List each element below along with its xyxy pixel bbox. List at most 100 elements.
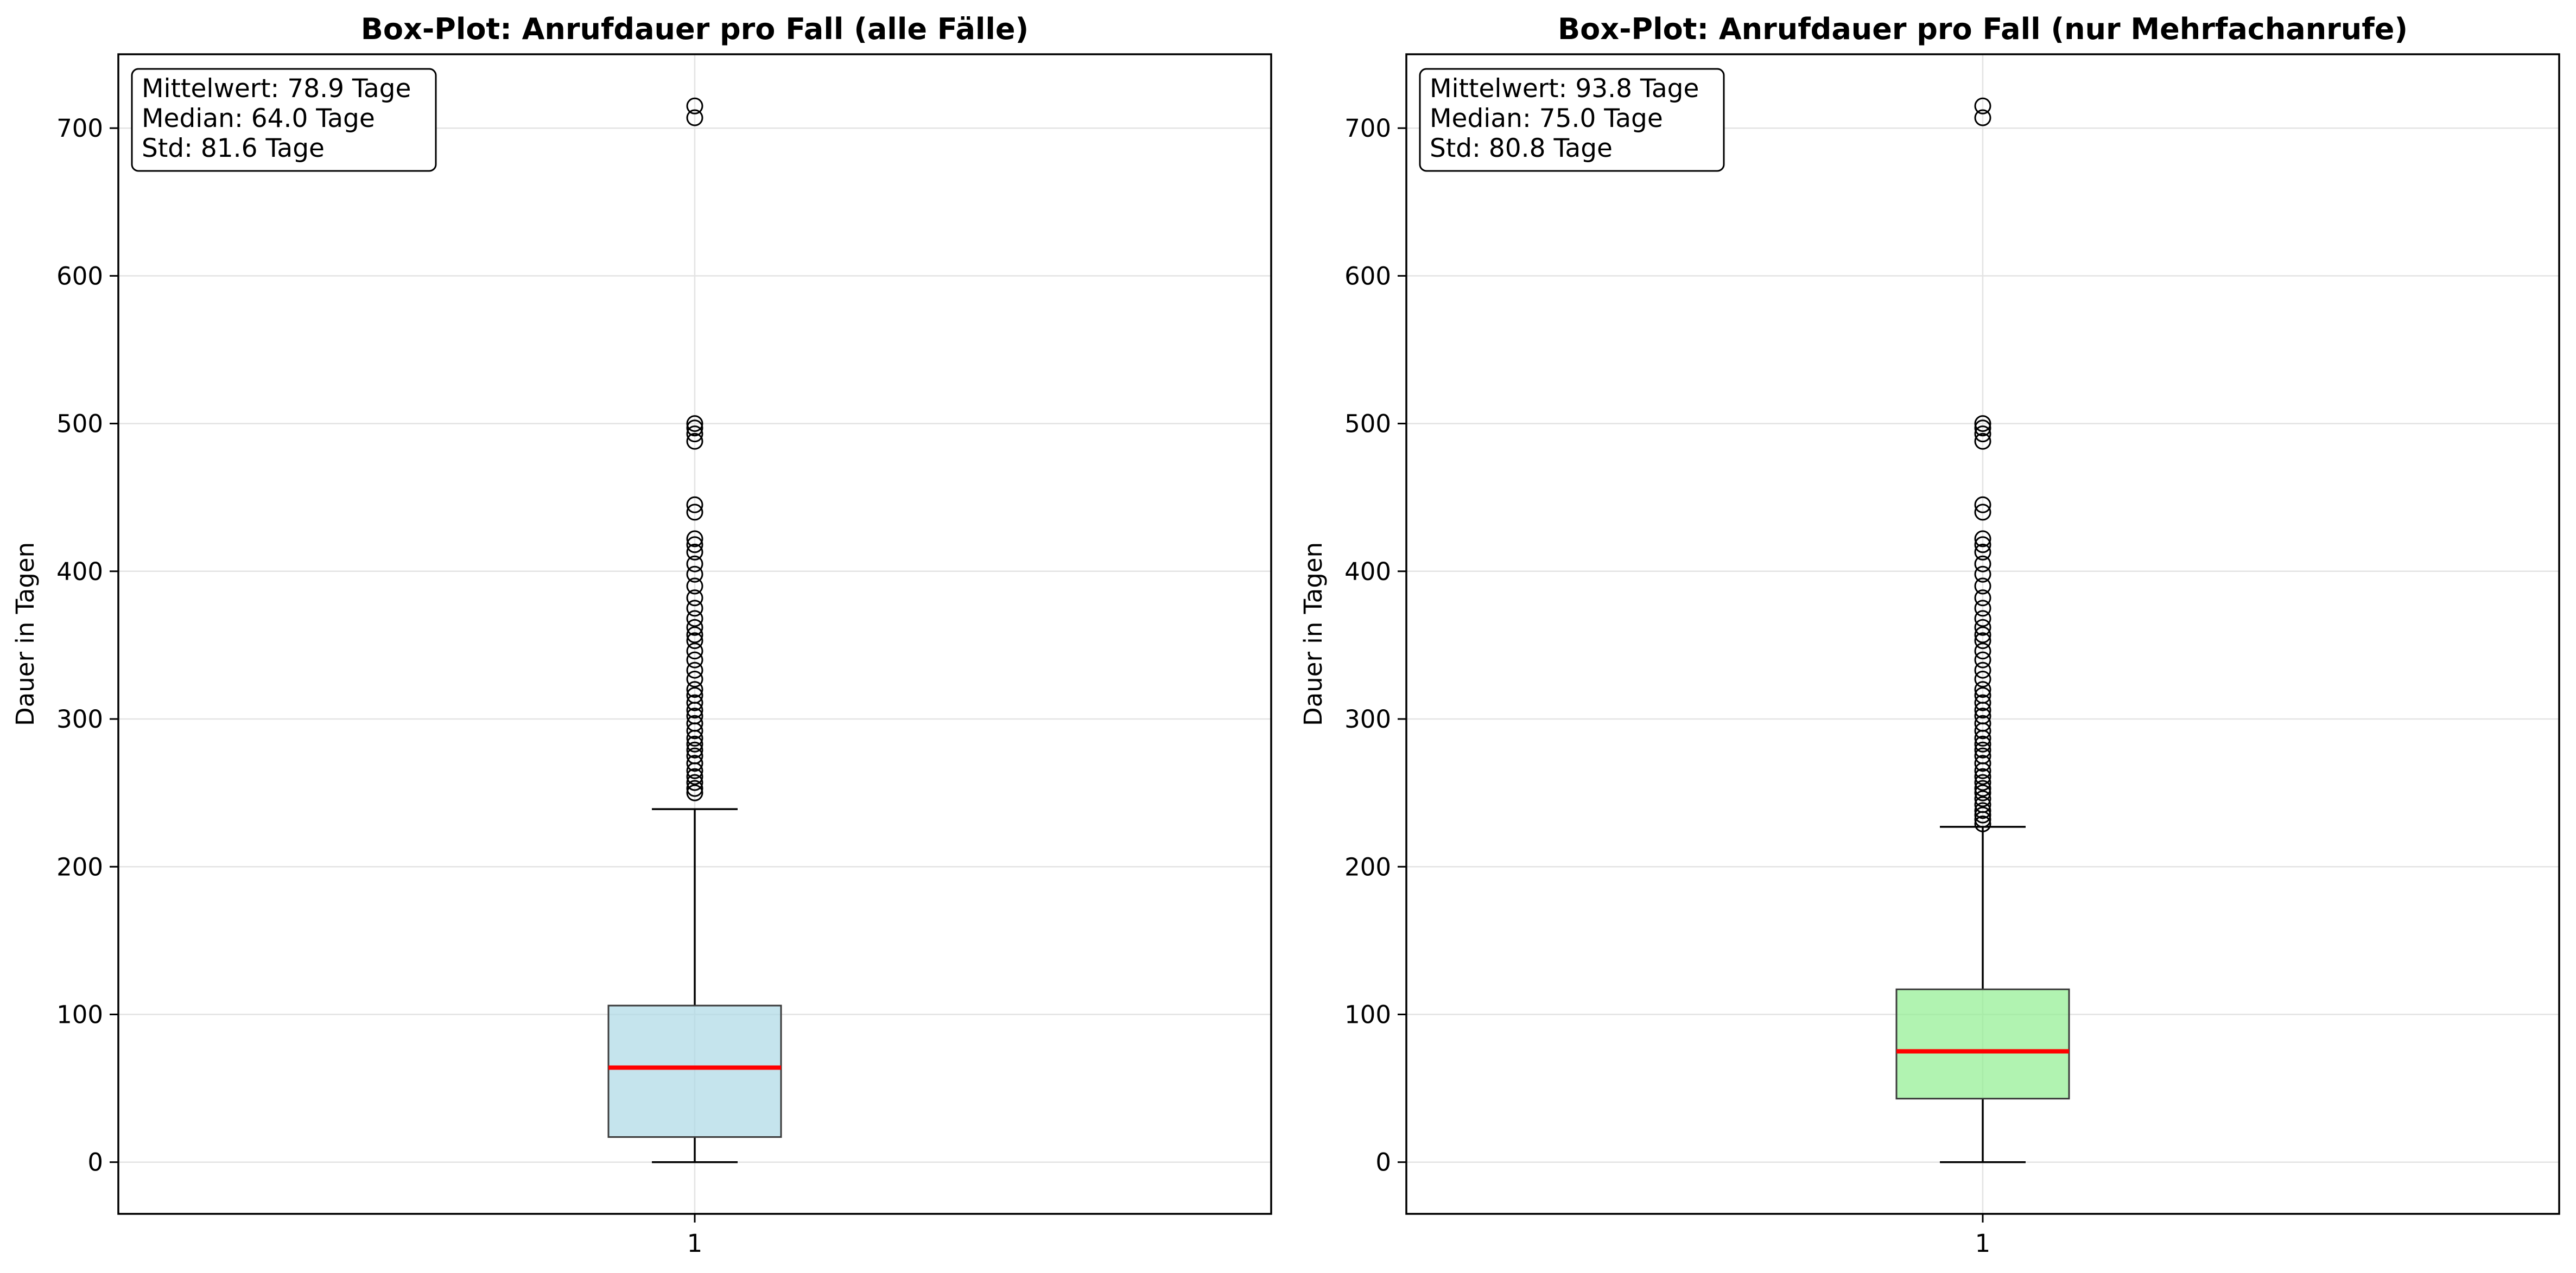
outlier-point xyxy=(1974,419,1991,437)
outlier-point xyxy=(686,496,703,513)
y-tick-label: 600 xyxy=(1344,262,1391,290)
outlier-point xyxy=(686,504,703,521)
outlier-point xyxy=(686,671,703,688)
outlier-point xyxy=(1974,768,1991,785)
outlier-point xyxy=(686,97,703,114)
outlier-point xyxy=(1974,432,1991,450)
outlier-point xyxy=(686,735,703,753)
outlier-point xyxy=(1974,815,1991,832)
outlier-point xyxy=(686,642,703,660)
y-tick-label: 0 xyxy=(1375,1148,1391,1177)
outlier-point xyxy=(1974,780,1991,797)
outlier-point xyxy=(1974,504,1991,521)
outlier-point xyxy=(686,419,703,437)
chart-title: Box-Plot: Anrufdauer pro Fall (alle Fäll… xyxy=(361,12,1029,46)
y-tick-label: 100 xyxy=(56,1000,103,1029)
outlier-point xyxy=(1974,796,1991,813)
y-tick-label: 300 xyxy=(1344,705,1391,734)
outlier-point xyxy=(686,565,703,583)
stats-line: Median: 64.0 Tage xyxy=(142,104,375,133)
outlier-point xyxy=(1974,735,1991,753)
outlier-point xyxy=(1974,626,1991,644)
outlier-point xyxy=(686,768,703,785)
outlier-point xyxy=(686,619,703,636)
outlier-point xyxy=(686,694,703,711)
outlier-point xyxy=(1974,741,1991,759)
stats-line: Mittelwert: 93.8 Tage xyxy=(1430,74,1699,104)
x-tick-label: 1 xyxy=(687,1229,703,1258)
outlier-point xyxy=(686,741,703,759)
chart-title: Box-Plot: Anrufdauer pro Fall (nur Mehrf… xyxy=(1558,12,2408,46)
outlier-point xyxy=(1974,802,1991,819)
chart-panel-2: 0 100 200 300 400 500 600 700 1 Box-Plot: Anrufda… xyxy=(1299,12,2560,1258)
outlier-point xyxy=(686,784,703,801)
outlier-point xyxy=(1974,774,1991,791)
outlier-point xyxy=(686,686,703,704)
y-tick-label: 100 xyxy=(1344,1000,1391,1029)
outlier-point xyxy=(686,425,703,443)
iqr-box xyxy=(607,1004,782,1138)
outlier-point xyxy=(686,661,703,679)
outlier-point xyxy=(1974,109,1991,126)
outlier-point xyxy=(1974,415,1991,432)
outlier-point xyxy=(686,415,703,432)
outlier-point xyxy=(1974,589,1991,607)
outlier-point xyxy=(1974,97,1991,114)
outlier-point xyxy=(686,109,703,126)
outlier-point xyxy=(686,747,703,765)
stats-line: Std: 81.6 Tage xyxy=(142,133,325,163)
outlier-point xyxy=(686,774,703,791)
outlier-point xyxy=(1974,708,1991,725)
outlier-point xyxy=(1974,715,1991,732)
outlier-point xyxy=(1974,806,1991,824)
outlier-point xyxy=(686,589,703,607)
outlier-point xyxy=(686,651,703,669)
outlier-point xyxy=(1974,555,1991,572)
outlier-point xyxy=(1974,784,1991,801)
outlier-point xyxy=(1974,577,1991,595)
y-tick-label: 700 xyxy=(56,114,103,143)
outlier-point xyxy=(686,780,703,797)
stats-box xyxy=(1419,68,1725,172)
y-tick-label: 700 xyxy=(1344,114,1391,143)
outlier-point xyxy=(1974,686,1991,704)
outlier-point xyxy=(1974,610,1991,627)
outlier-point xyxy=(686,555,703,572)
y-tick-label: 600 xyxy=(56,262,103,290)
outlier-point xyxy=(686,610,703,627)
outlier-point xyxy=(686,530,703,548)
stats-line: Mittelwert: 78.9 Tage xyxy=(142,74,411,104)
outlier-point xyxy=(1974,425,1991,443)
outlier-point xyxy=(686,536,703,553)
y-tick-label: 400 xyxy=(56,557,103,586)
y-axis-label: Dauer in Tagen xyxy=(1299,542,1328,726)
outlier-point xyxy=(686,626,703,644)
outlier-point xyxy=(686,543,703,561)
outlier-point xyxy=(686,708,703,725)
outlier-point xyxy=(1974,632,1991,650)
outlier-point xyxy=(1974,681,1991,698)
stats-line: Median: 75.0 Tage xyxy=(1430,104,1663,133)
y-tick-label: 200 xyxy=(1344,852,1391,881)
outlier-point xyxy=(686,432,703,450)
outlier-point xyxy=(1974,790,1991,807)
outlier-point xyxy=(1974,565,1991,583)
y-tick-label: 0 xyxy=(87,1148,103,1177)
outlier-point xyxy=(1974,642,1991,660)
outlier-point xyxy=(1974,661,1991,679)
outlier-point xyxy=(1974,619,1991,636)
outlier-point xyxy=(1974,671,1991,688)
outlier-point xyxy=(686,600,703,617)
outlier-point xyxy=(1974,536,1991,553)
outlier-point xyxy=(1974,694,1991,711)
y-tick-label: 200 xyxy=(56,852,103,881)
iqr-box xyxy=(1895,988,2070,1100)
stats-line: Std: 80.8 Tage xyxy=(1430,133,1613,163)
y-tick-label: 500 xyxy=(1344,410,1391,438)
outlier-point xyxy=(1974,747,1991,765)
outlier-point xyxy=(1974,651,1991,669)
outlier-point xyxy=(1974,543,1991,561)
x-tick-label: 1 xyxy=(1975,1229,1991,1258)
outlier-point xyxy=(686,715,703,732)
